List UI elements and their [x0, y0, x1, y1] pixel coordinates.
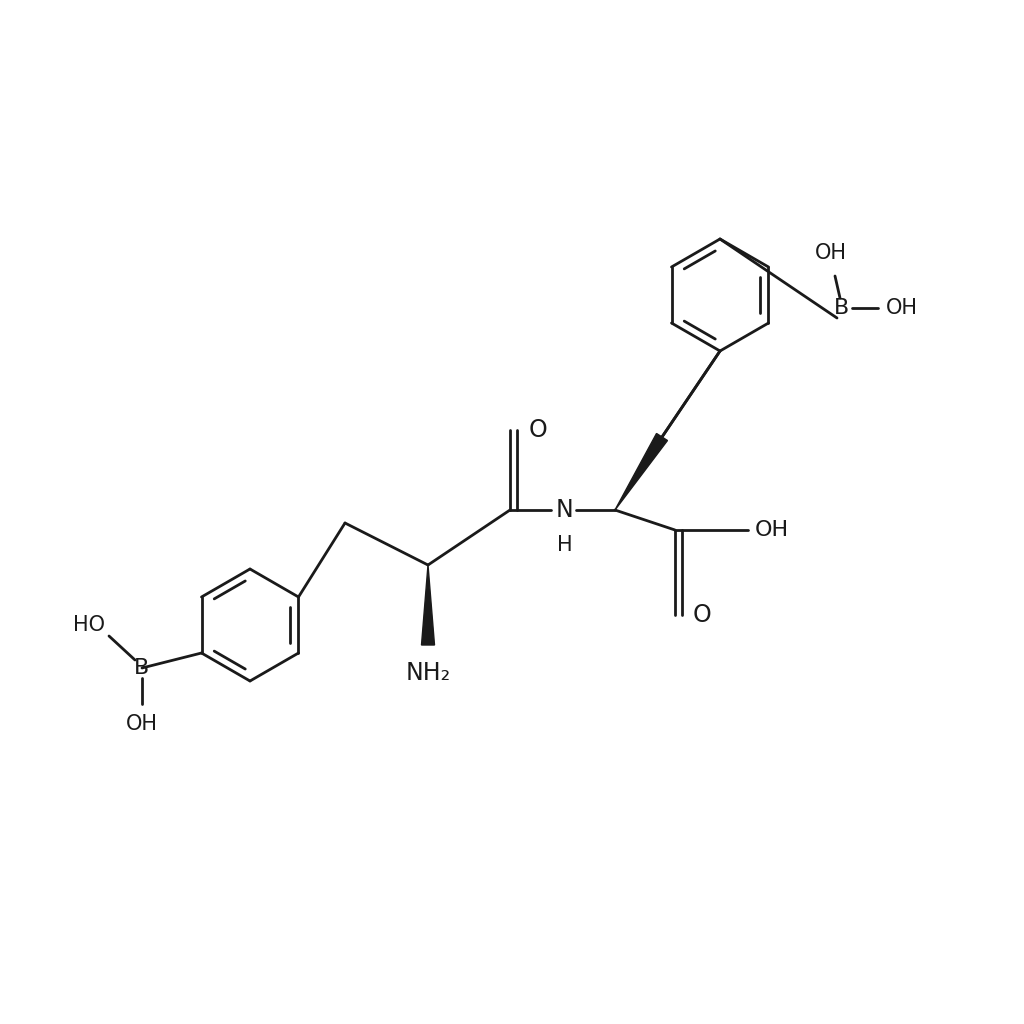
Text: OH: OH	[755, 520, 790, 540]
Text: B: B	[835, 298, 850, 318]
Text: OH: OH	[886, 298, 918, 318]
Text: N: N	[556, 498, 573, 522]
Text: OH: OH	[815, 243, 847, 263]
Text: OH: OH	[126, 714, 158, 734]
Text: O: O	[692, 603, 712, 627]
Text: NH₂: NH₂	[406, 662, 451, 685]
Text: O: O	[528, 418, 548, 442]
Text: B: B	[134, 658, 150, 678]
Polygon shape	[422, 565, 434, 645]
Text: H: H	[557, 535, 572, 555]
Text: HO: HO	[73, 615, 105, 635]
Polygon shape	[615, 433, 668, 510]
